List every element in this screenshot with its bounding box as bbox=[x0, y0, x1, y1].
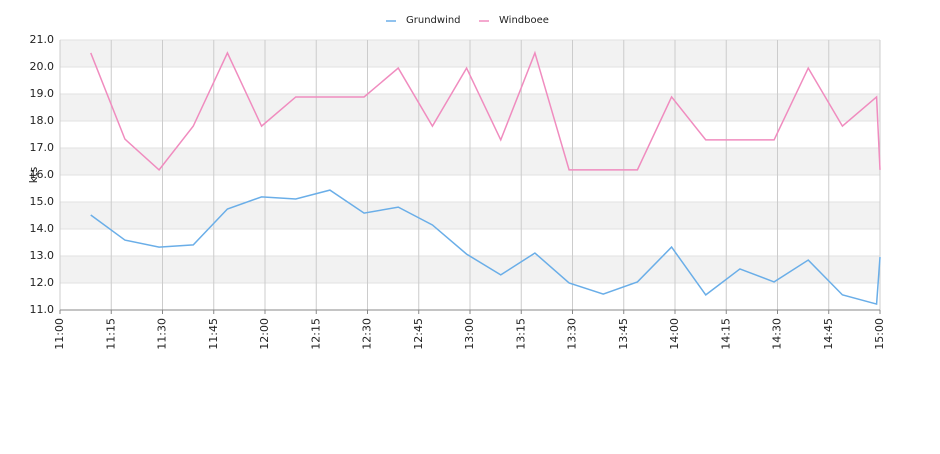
y-tick-label: 15.0 bbox=[30, 195, 55, 208]
x-tick-label: 15:00 bbox=[873, 318, 886, 350]
x-tick-label: 14:00 bbox=[668, 318, 681, 350]
x-tick-label: 12:15 bbox=[309, 318, 322, 350]
series-line bbox=[90, 50, 881, 171]
legend-label: Windboee bbox=[499, 15, 549, 26]
x-tick-label: 13:30 bbox=[566, 318, 579, 350]
x-tick-label: 12:45 bbox=[412, 318, 425, 350]
x-tick-label: 11:15 bbox=[104, 318, 117, 350]
x-tick-label: 13:00 bbox=[463, 318, 476, 350]
x-tick-label: 11:00 bbox=[53, 318, 66, 350]
y-tick-label: 14.0 bbox=[30, 222, 55, 235]
x-tick-label: 13:15 bbox=[514, 318, 527, 350]
x-tick-label: 14:30 bbox=[771, 318, 784, 350]
x-tick-label: 13:45 bbox=[617, 318, 630, 350]
y-tick-label: 13.0 bbox=[30, 249, 55, 262]
y-tick-label: 19.0 bbox=[30, 87, 55, 100]
y-axis-label: kts bbox=[27, 167, 40, 184]
y-tick-label: 16.0 bbox=[30, 168, 55, 181]
x-tick-label: 11:45 bbox=[207, 318, 220, 350]
y-tick-label: 17.0 bbox=[30, 141, 55, 154]
y-tick-label: 18.0 bbox=[30, 114, 55, 127]
x-tick-label: 14:45 bbox=[822, 318, 835, 350]
x-tick-label: 12:30 bbox=[361, 318, 374, 350]
x-tick-label: 14:15 bbox=[719, 318, 732, 350]
y-tick-label: 11.0 bbox=[30, 303, 55, 316]
x-tick-label: 12:00 bbox=[258, 318, 271, 350]
series-line bbox=[90, 189, 881, 306]
x-tick-label: 11:30 bbox=[156, 318, 169, 350]
y-tick-label: 12.0 bbox=[30, 276, 55, 289]
y-tick-label: 21.0 bbox=[30, 33, 55, 46]
y-tick-label: 20.0 bbox=[30, 60, 55, 73]
legend-label: Grundwind bbox=[406, 15, 461, 26]
